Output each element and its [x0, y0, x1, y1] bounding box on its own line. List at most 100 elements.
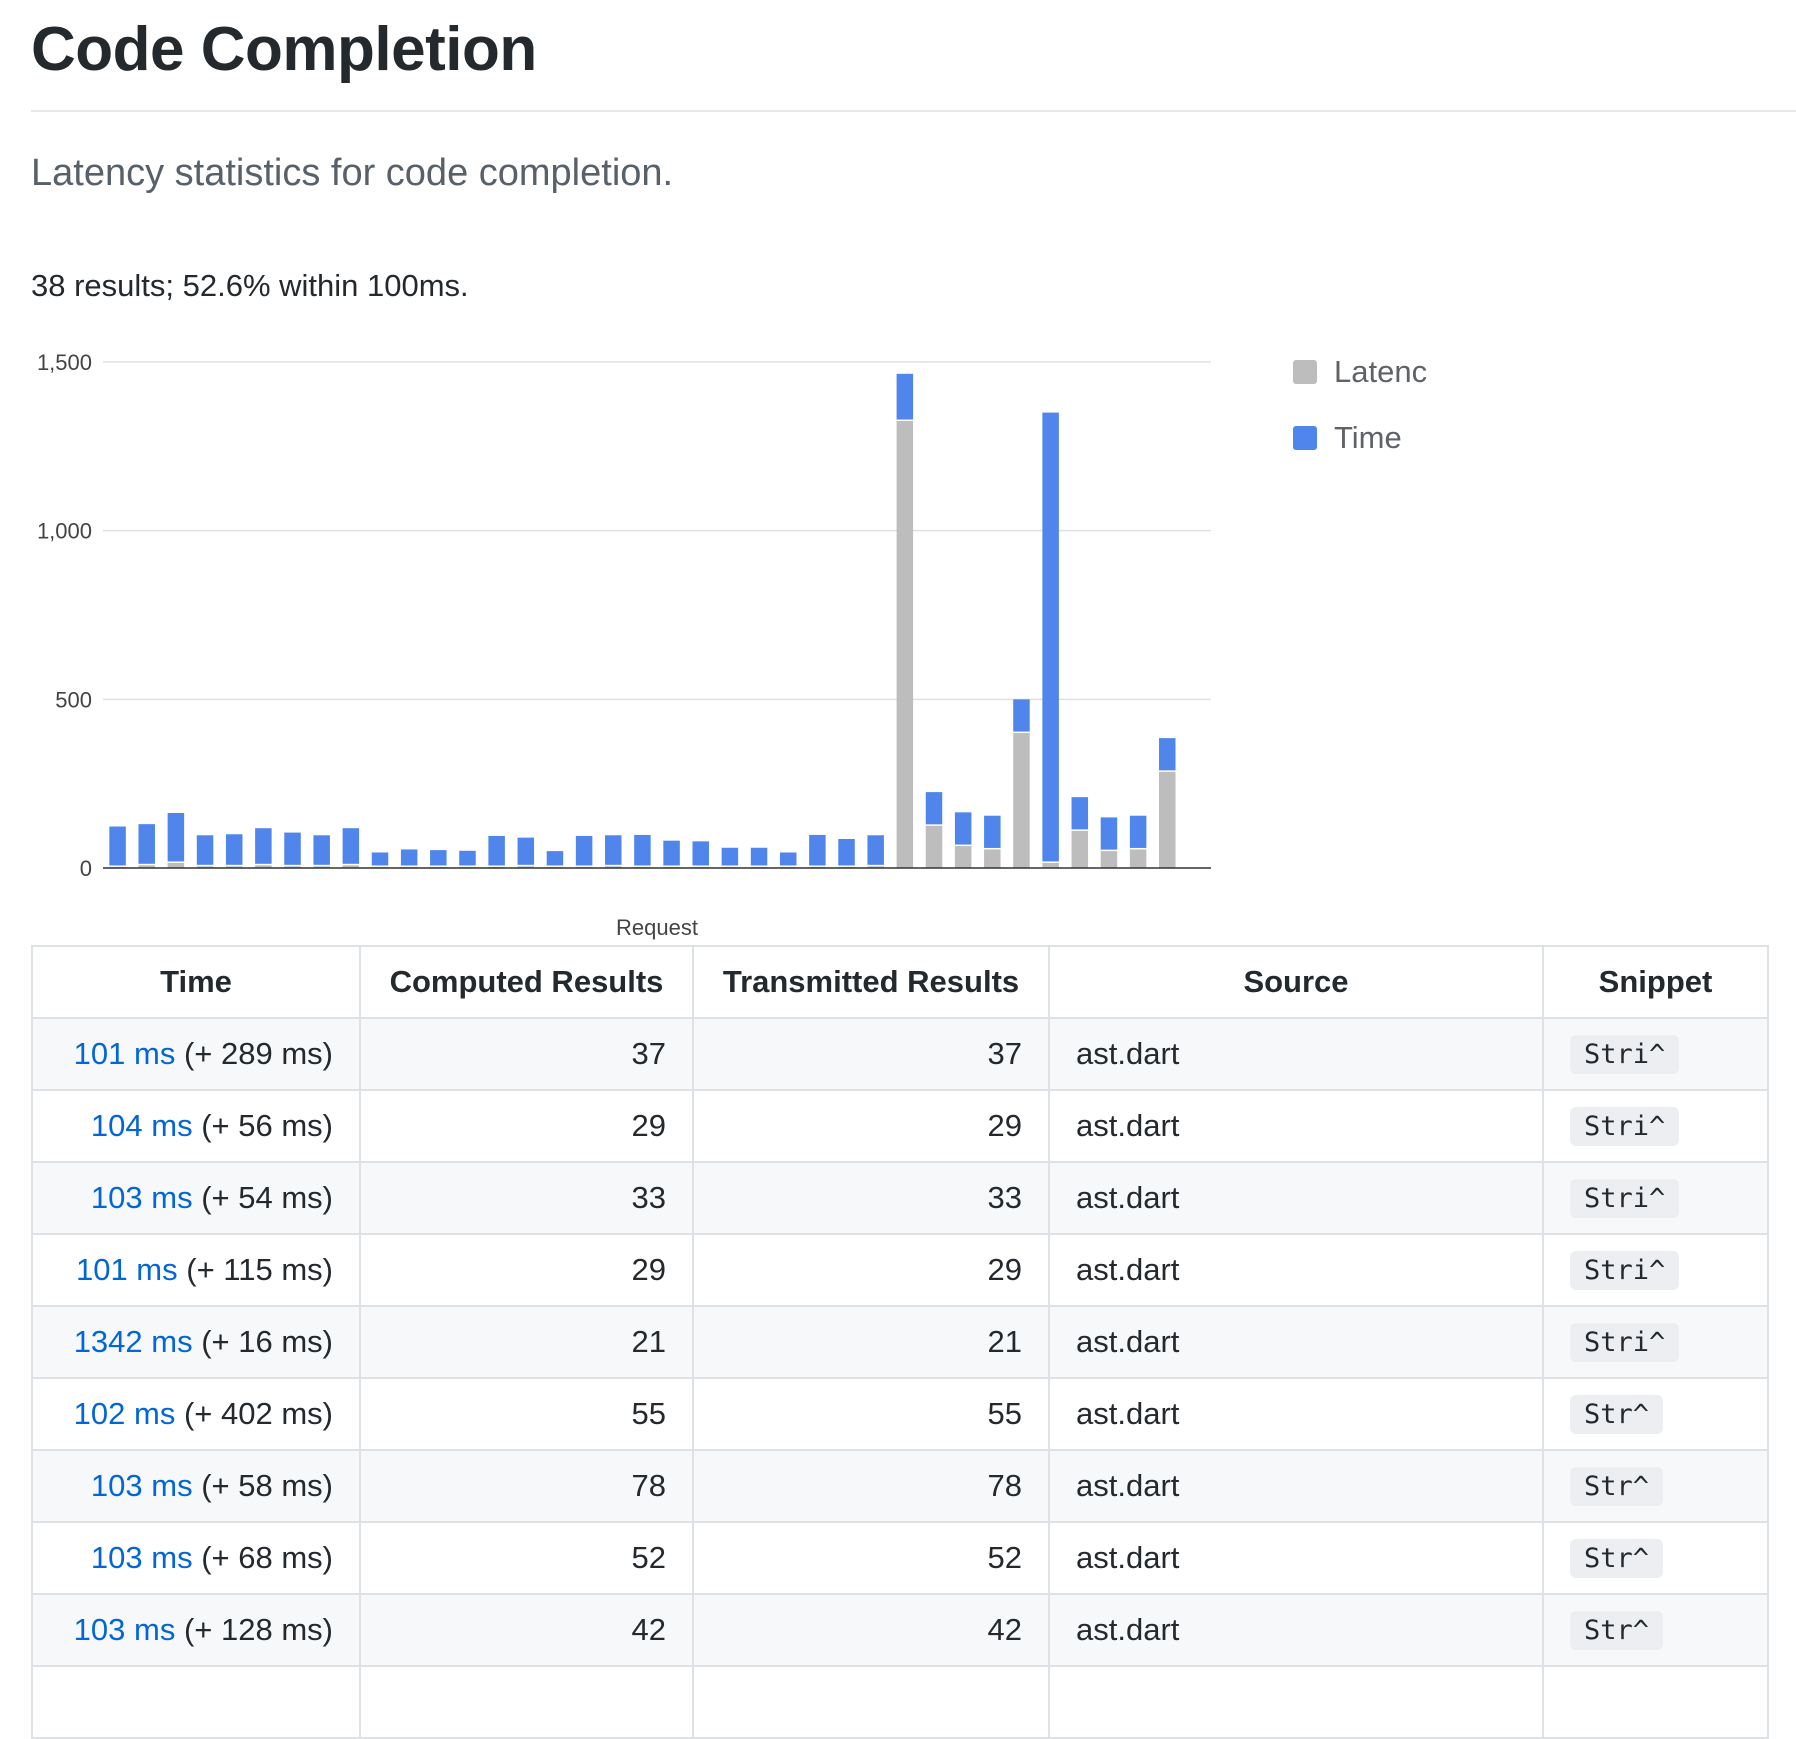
snippet-code: Stri^ — [1570, 1106, 1680, 1146]
legend-item-latency[interactable]: Latenc — [1290, 350, 1430, 416]
bar-time[interactable] — [838, 838, 855, 866]
bar-time[interactable] — [634, 834, 651, 866]
cell-snippet: Stri^ — [1542, 1089, 1769, 1163]
bar-latency[interactable] — [342, 865, 360, 868]
chart-bars — [109, 373, 1176, 868]
bar-latency[interactable] — [984, 849, 1001, 868]
bar-time[interactable] — [400, 849, 418, 866]
time-link[interactable]: 103 ms — [90, 1180, 193, 1215]
bar-time[interactable] — [430, 850, 447, 866]
cell-snippet: Stri^ — [1542, 1161, 1769, 1235]
time-extra: (+ 58 ms) — [201, 1468, 333, 1503]
bar-latency[interactable] — [925, 825, 943, 868]
bar-latency[interactable] — [167, 862, 185, 868]
bar-latency[interactable] — [1100, 851, 1118, 868]
bar-time[interactable] — [255, 828, 272, 864]
bar-latency[interactable] — [1071, 830, 1089, 868]
bar-time[interactable] — [1042, 412, 1059, 862]
bar-time[interactable] — [984, 815, 1001, 848]
cell-computed-results: 55 — [359, 1377, 694, 1451]
bar-time[interactable] — [605, 835, 622, 865]
bar-latency[interactable] — [517, 866, 535, 868]
table-row: 103 ms (+ 128 ms) 42 42 ast.dart Str^ — [31, 1593, 1769, 1667]
bar-latency[interactable] — [1042, 862, 1059, 868]
snippet-code: Str^ — [1570, 1466, 1664, 1506]
bar-time[interactable] — [692, 841, 709, 866]
time-link[interactable]: 103 ms — [73, 1612, 176, 1647]
bar-time[interactable] — [371, 852, 389, 866]
bar-latency[interactable] — [284, 866, 301, 868]
snippet-code: Str^ — [1570, 1538, 1664, 1578]
bar-time[interactable] — [488, 835, 505, 866]
bar-latency[interactable] — [1159, 771, 1176, 868]
cell-transmitted-results: 52 — [692, 1521, 1050, 1595]
cell-snippet: Str^ — [1542, 1377, 1769, 1451]
legend-item-time[interactable]: Time — [1290, 416, 1430, 482]
time-link[interactable]: 103 ms — [90, 1540, 193, 1575]
bar-time[interactable] — [313, 835, 330, 865]
time-link[interactable]: 104 ms — [90, 1108, 193, 1143]
bar-time[interactable] — [196, 835, 214, 865]
bar-time[interactable] — [721, 847, 739, 866]
cell-source: ast.dart — [1048, 1161, 1544, 1235]
bar-time[interactable] — [138, 824, 155, 864]
chart-y-tick-label: 1,000 — [37, 519, 92, 544]
bar-latency[interactable] — [896, 421, 914, 868]
cell-transmitted-results: 42 — [692, 1593, 1050, 1667]
bar-time[interactable] — [517, 837, 535, 865]
bar-time[interactable] — [284, 832, 301, 865]
bar-latency[interactable] — [313, 866, 330, 868]
bar-latency[interactable] — [1013, 733, 1030, 868]
bar-time[interactable] — [1100, 817, 1118, 850]
bar-time[interactable] — [954, 812, 972, 845]
bar-latency[interactable] — [225, 866, 243, 868]
time-link[interactable]: 1342 ms — [73, 1324, 193, 1359]
bar-time[interactable] — [225, 834, 243, 865]
cell-computed-results: 21 — [359, 1305, 694, 1379]
time-link[interactable]: 101 ms — [75, 1252, 178, 1287]
snippet-code: Stri^ — [1570, 1034, 1680, 1074]
cell-source: ast.dart — [1048, 1593, 1544, 1667]
bar-latency[interactable] — [1129, 849, 1147, 868]
table-body: 101 ms (+ 289 ms) 37 37 ast.dart Stri^ 104 ms… — [31, 1017, 1769, 1739]
cell-transmitted-results: 78 — [692, 1449, 1050, 1523]
bar-time[interactable] — [663, 840, 680, 866]
bar-latency[interactable] — [196, 866, 214, 868]
bar-latency[interactable] — [138, 865, 155, 868]
bar-time[interactable] — [546, 851, 564, 866]
table-row: 101 ms (+ 115 ms) 29 29 ast.dart Stri^ — [31, 1233, 1769, 1307]
bar-time[interactable] — [342, 828, 360, 864]
time-extra: (+ 68 ms) — [201, 1540, 333, 1575]
time-link[interactable]: 102 ms — [73, 1396, 176, 1431]
bar-time[interactable] — [896, 373, 914, 420]
cell-transmitted-results — [692, 1665, 1050, 1739]
bar-latency[interactable] — [255, 865, 272, 868]
bar-time[interactable] — [109, 826, 126, 866]
bar-latency[interactable] — [867, 866, 884, 868]
bar-time[interactable] — [575, 835, 593, 866]
cell-source: ast.dart — [1048, 1017, 1544, 1091]
cell-transmitted-results: 37 — [692, 1017, 1050, 1091]
table-row: 101 ms (+ 289 ms) 37 37 ast.dart Stri^ — [31, 1017, 1769, 1091]
time-link[interactable]: 101 ms — [73, 1036, 176, 1071]
cell-source: ast.dart — [1048, 1305, 1544, 1379]
cell-time: 103 ms (+ 128 ms) — [31, 1593, 361, 1667]
results-table: Time Computed Results Transmitted Result… — [31, 945, 1769, 1739]
bar-time[interactable] — [925, 792, 943, 825]
cell-transmitted-results: 29 — [692, 1089, 1050, 1163]
bar-time[interactable] — [167, 813, 185, 862]
bar-time[interactable] — [809, 834, 826, 866]
bar-time[interactable] — [1159, 738, 1176, 771]
cell-source: ast.dart — [1048, 1521, 1544, 1595]
bar-time[interactable] — [1071, 797, 1089, 830]
bar-time[interactable] — [867, 835, 884, 865]
time-link[interactable]: 103 ms — [90, 1468, 193, 1503]
bar-time[interactable] — [1013, 699, 1030, 732]
bar-latency[interactable] — [954, 846, 972, 868]
bar-time[interactable] — [459, 850, 476, 866]
bar-time[interactable] — [1129, 815, 1147, 848]
bar-time[interactable] — [779, 852, 797, 866]
bar-latency[interactable] — [605, 866, 622, 868]
legend-label-latency: Latenc — [1334, 354, 1428, 389]
bar-time[interactable] — [750, 847, 768, 866]
